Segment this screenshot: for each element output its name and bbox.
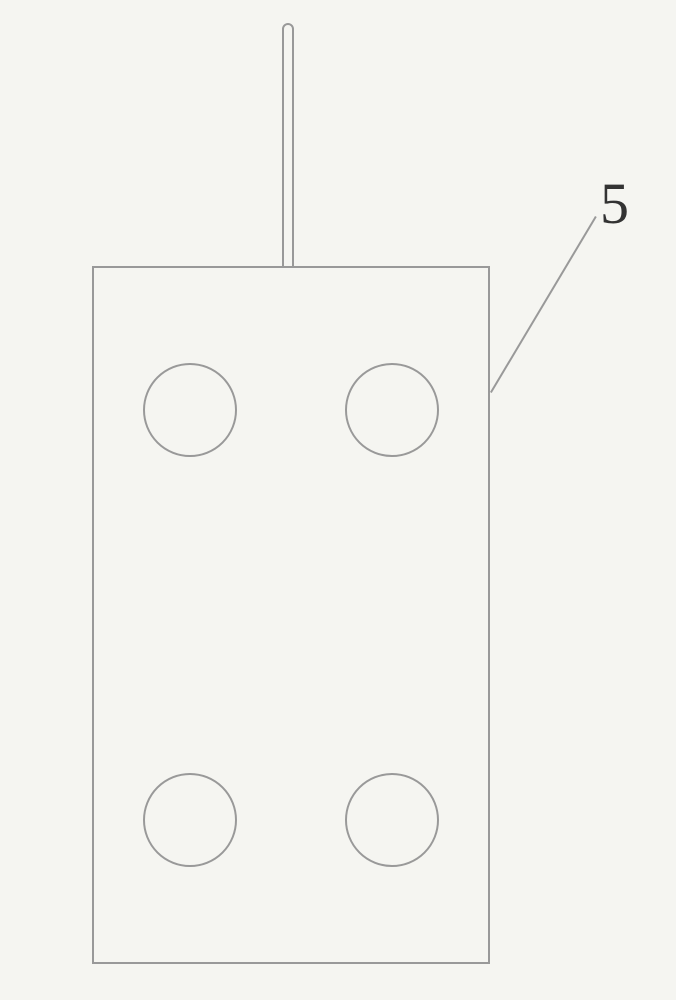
diagram-container: 5 [0, 0, 676, 1000]
reference-label-5: 5 [600, 170, 629, 237]
antenna [282, 23, 294, 268]
hole-top-left [143, 363, 237, 457]
component-body [92, 266, 490, 964]
hole-top-right [345, 363, 439, 457]
hole-bottom-left [143, 773, 237, 867]
hole-bottom-right [345, 773, 439, 867]
leader-line [490, 216, 597, 393]
